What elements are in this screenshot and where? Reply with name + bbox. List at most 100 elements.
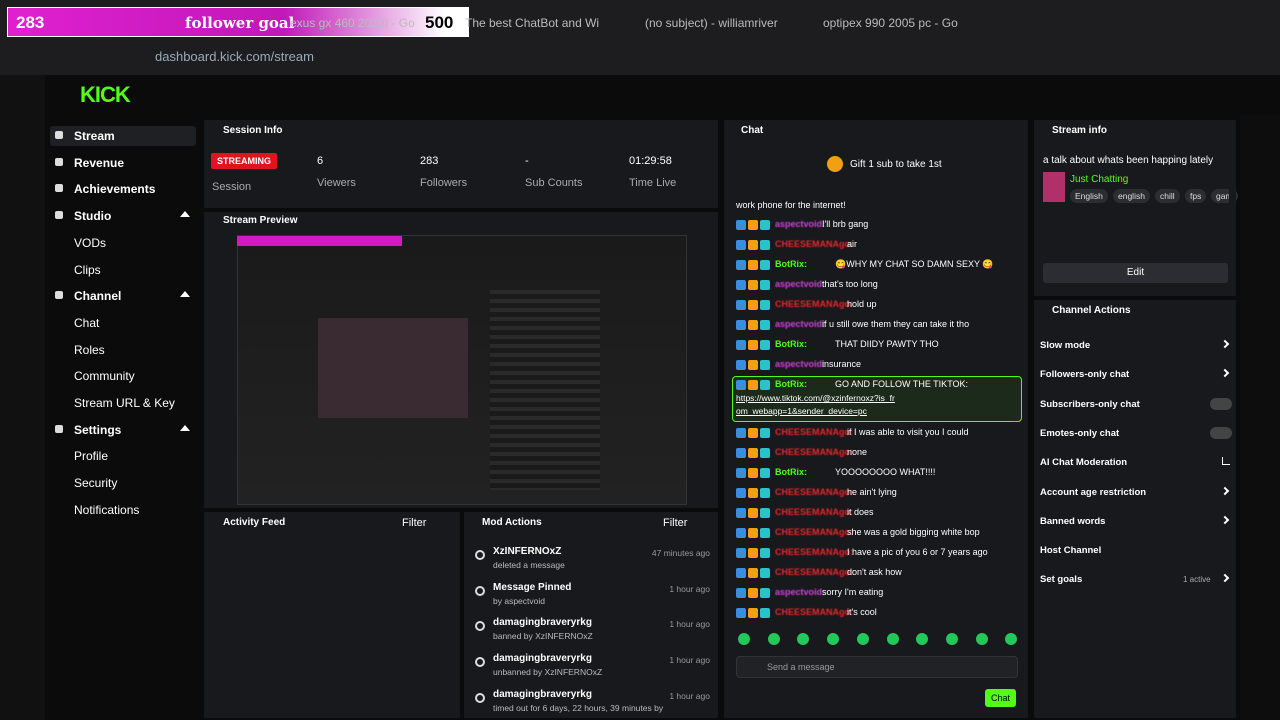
chat-user[interactable]: CHEESEMANAgo: bbox=[775, 607, 853, 617]
tags-clip bbox=[1229, 185, 1236, 205]
action-label[interactable]: AI Chat Moderation bbox=[1040, 457, 1128, 469]
emote bbox=[1005, 633, 1018, 645]
logo[interactable]: KICK bbox=[80, 82, 131, 107]
badge bbox=[748, 280, 758, 290]
action-label[interactable]: Followers-only chat bbox=[1040, 369, 1130, 381]
nav-item[interactable]: Profile bbox=[74, 449, 109, 464]
action-label[interactable]: Emotes-only chat bbox=[1040, 427, 1120, 439]
chat-user[interactable]: CHEESEMANAgo: bbox=[775, 547, 853, 557]
chat-user[interactable]: CHEESEMANAgo: bbox=[775, 447, 853, 457]
badge bbox=[760, 380, 770, 390]
panel-title: Activity Feed bbox=[223, 517, 286, 528]
chat-user[interactable]: CHEESEMANAgo: bbox=[775, 299, 853, 309]
nav-item[interactable]: Channel bbox=[74, 289, 122, 304]
chat-user[interactable]: BotRix: bbox=[775, 339, 807, 349]
badge bbox=[748, 528, 758, 538]
browser-tab[interactable]: (no subject) - williamriver bbox=[645, 16, 778, 30]
badge bbox=[736, 568, 746, 578]
chat-user[interactable]: BotRix: bbox=[775, 379, 807, 389]
mod-time: 1 hour ago bbox=[669, 583, 710, 594]
send-button[interactable]: Chat bbox=[985, 689, 1017, 707]
nav-item[interactable]: Stream URL & Key bbox=[74, 396, 175, 410]
category[interactable]: Just Chatting bbox=[1070, 174, 1129, 185]
tag[interactable]: english bbox=[1113, 189, 1150, 203]
url[interactable]: dashboard.kick.com/stream bbox=[155, 49, 314, 64]
nav-item[interactable]: Chat bbox=[74, 315, 100, 330]
browser-tab[interactable]: exus gx 460 2023] - Go bbox=[290, 16, 415, 30]
badge bbox=[748, 260, 758, 270]
chat-text: that's too long bbox=[822, 279, 878, 289]
action-label[interactable]: Slow mode bbox=[1040, 340, 1091, 351]
nav-item[interactable]: Notifications bbox=[74, 502, 140, 517]
toggle[interactable] bbox=[1210, 397, 1232, 410]
channel-actions-panel bbox=[1034, 300, 1236, 718]
chat-user[interactable]: aspectvoid: bbox=[775, 319, 826, 329]
nav-active bbox=[50, 126, 196, 146]
chat-user[interactable]: aspectvoid: bbox=[775, 279, 826, 289]
nav-item[interactable]: VODs bbox=[74, 235, 107, 250]
badge bbox=[760, 448, 770, 458]
mod-time: 47 minutes ago bbox=[651, 548, 710, 558]
action-label[interactable]: Subscribers-only chat bbox=[1040, 398, 1140, 410]
chat-user[interactable]: BotRix: bbox=[775, 467, 807, 477]
filter-button[interactable]: Filter bbox=[663, 517, 688, 529]
badge bbox=[748, 588, 758, 598]
chat-user[interactable]: CHEESEMANAgo: bbox=[775, 507, 853, 517]
chat-input[interactable] bbox=[736, 656, 1018, 678]
pinned-highlight bbox=[732, 376, 1022, 422]
badge bbox=[760, 240, 770, 250]
chat-user[interactable]: aspectvoid: bbox=[775, 219, 826, 229]
chat-text: I'll brb gang bbox=[822, 219, 869, 229]
tag[interactable]: English bbox=[1070, 189, 1108, 203]
mod-icon bbox=[475, 585, 485, 596]
badge bbox=[760, 548, 770, 558]
chat-user[interactable]: BotRix: bbox=[775, 259, 807, 269]
badge bbox=[736, 448, 746, 458]
chat-link[interactable]: https://www.tiktok.com/@xzinfernoxz?is_f… bbox=[736, 393, 895, 416]
collapse-icon bbox=[180, 291, 190, 298]
nav-item[interactable]: Clips bbox=[74, 262, 101, 277]
filter-button[interactable]: Filter bbox=[402, 517, 427, 529]
gift-text[interactable]: Gift 1 sub to take 1st bbox=[850, 159, 942, 170]
chat-user[interactable]: CHEESEMANAgo: bbox=[775, 527, 853, 537]
toggle[interactable] bbox=[1210, 426, 1232, 439]
collapse-icon bbox=[180, 211, 190, 218]
badge bbox=[748, 428, 758, 438]
nav-item[interactable]: Revenue bbox=[74, 155, 125, 170]
action-label[interactable]: Banned words bbox=[1040, 515, 1106, 527]
browser-tab[interactable]: optipex 990 2005 pc - Go bbox=[823, 16, 958, 30]
edit-button[interactable]: Edit bbox=[1043, 263, 1228, 283]
panel-title: Stream Preview bbox=[223, 215, 298, 226]
badge bbox=[748, 340, 758, 350]
nav-icon bbox=[55, 131, 63, 139]
nav-item[interactable]: Settings bbox=[74, 422, 122, 437]
nav-item[interactable]: Community bbox=[74, 369, 135, 384]
badge bbox=[736, 488, 746, 498]
nav-item[interactable]: Roles bbox=[74, 342, 105, 357]
chat-user[interactable]: CHEESEMANAgo: bbox=[775, 487, 853, 497]
action-label[interactable]: Host Channel bbox=[1040, 545, 1102, 557]
tag[interactable]: chill bbox=[1155, 189, 1180, 203]
mod-icon bbox=[475, 657, 485, 668]
chat-user[interactable]: CHEESEMANAgo: bbox=[775, 427, 853, 437]
emote bbox=[945, 633, 958, 645]
browser-tab[interactable]: The best ChatBot and Wi bbox=[465, 16, 600, 30]
chat-user[interactable]: CHEESEMANAgo: bbox=[775, 239, 853, 249]
stat-label: Followers bbox=[420, 177, 468, 189]
action-label[interactable]: Account age restriction bbox=[1040, 486, 1147, 498]
chat-user[interactable]: CHEESEMANAgo: bbox=[775, 567, 853, 577]
badge bbox=[760, 428, 770, 438]
chat-text: hold up bbox=[847, 299, 877, 309]
emote bbox=[975, 633, 988, 645]
chat-text: if u still owe them they can take it tho bbox=[822, 319, 970, 329]
chat-user[interactable]: aspectvoid: bbox=[775, 359, 826, 369]
action-label[interactable]: Set goals bbox=[1040, 574, 1083, 586]
nav-item[interactable]: Studio bbox=[74, 209, 112, 224]
description: a talk about whats been happing lately bbox=[1043, 155, 1214, 166]
nav-item[interactable]: Security bbox=[74, 476, 118, 491]
nav-item[interactable]: Achievements bbox=[74, 182, 156, 197]
tag[interactable]: fps bbox=[1185, 189, 1207, 203]
badge bbox=[760, 260, 770, 270]
chat-user[interactable]: aspectvoid: bbox=[775, 587, 826, 597]
nav-item[interactable]: Stream bbox=[74, 129, 115, 143]
